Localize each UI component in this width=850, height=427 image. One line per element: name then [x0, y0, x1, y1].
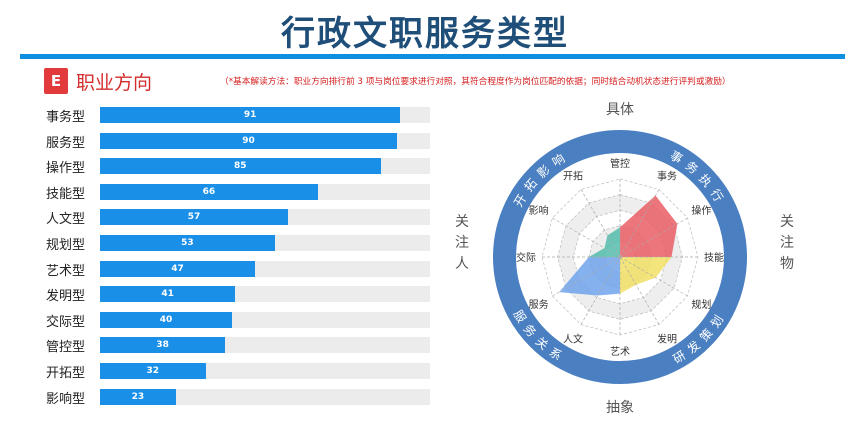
bar-track: 41 [100, 286, 430, 302]
ring-label-bottom-right: 研发策划 [671, 308, 730, 367]
bar-track: 91 [100, 107, 430, 123]
radar-axis-label: 事务 [657, 170, 677, 183]
bar-value-label: 85 [100, 158, 381, 174]
bar-row: 技能型 66 [46, 181, 432, 203]
bar-track: 90 [100, 133, 430, 149]
bar-track: 85 [100, 158, 430, 174]
bar-track: 40 [100, 312, 430, 328]
bar-value-label: 53 [100, 235, 275, 251]
radar-axis-label: 服务 [529, 298, 549, 311]
bar-row: 操作型 85 [46, 155, 432, 177]
bar-value-label: 91 [100, 107, 400, 123]
radar-axis-label: 交际 [516, 251, 536, 264]
bar-track: 66 [100, 184, 430, 200]
bar-row: 规划型 53 [46, 232, 432, 254]
bar-category-label: 艺术型 [46, 260, 102, 279]
bar-row: 管控型 38 [46, 334, 432, 356]
bar-value-label: 66 [100, 184, 318, 200]
bar-category-label: 开拓型 [46, 362, 102, 381]
bar-value-label: 57 [100, 209, 288, 225]
page-title: 行政文职服务类型 [0, 6, 850, 55]
bar-row: 交际型 40 [46, 309, 432, 331]
radar-axis-label: 技能 [704, 251, 724, 264]
bar-category-label: 服务型 [46, 132, 102, 151]
bar-value-label: 32 [100, 363, 206, 379]
bar-category-label: 规划型 [46, 234, 102, 253]
bar-value-label: 23 [100, 389, 176, 405]
bar-row: 人文型 57 [46, 206, 432, 228]
radar-axis-label: 影响 [529, 204, 549, 217]
bar-value-label: 40 [100, 312, 232, 328]
bar-row: 开拓型 32 [46, 360, 432, 382]
title-divider [20, 54, 845, 59]
section-badge: E [44, 68, 68, 94]
bar-category-label: 影响型 [46, 388, 102, 407]
orientation-top-label: 具体 [606, 102, 634, 118]
bar-value-label: 90 [100, 133, 397, 149]
bar-category-label: 技能型 [46, 183, 102, 202]
interpretation-note: （*基本解读方法：职业方向排行前 3 项与岗位要求进行对照，其符合程度作为岗位匹… [220, 74, 731, 87]
bar-row: 影响型 23 [46, 386, 432, 408]
bar-category-label: 交际型 [46, 311, 102, 330]
bar-category-label: 发明型 [46, 285, 102, 304]
bar-row: 服务型 90 [46, 130, 432, 152]
bar-category-label: 管控型 [46, 336, 102, 355]
bar-category-label: 事务型 [46, 106, 102, 125]
section-title: 职业方向 [76, 68, 152, 95]
bar-value-label: 38 [100, 337, 225, 353]
bar-track: 32 [100, 363, 430, 379]
bar-track: 57 [100, 209, 430, 225]
bar-category-label: 人文型 [46, 208, 102, 227]
ring-label-bottom-left: 服务关系 [511, 308, 570, 367]
radar-axis-label: 开拓 [563, 171, 583, 183]
radar-axis-label: 规划 [691, 298, 711, 311]
bar-row: 艺术型 47 [46, 258, 432, 280]
bar-row: 事务型 91 [46, 104, 432, 126]
bar-track: 38 [100, 337, 430, 353]
bar-row: 发明型 41 [46, 283, 432, 305]
bar-track: 53 [100, 235, 430, 251]
radar-axis-label: 操作 [691, 204, 711, 217]
bar-track: 23 [100, 389, 430, 405]
bar-track: 47 [100, 261, 430, 277]
bar-value-label: 41 [100, 286, 235, 302]
bar-category-label: 操作型 [46, 157, 102, 176]
radar-axis-label: 人文 [563, 332, 583, 345]
orientation-bottom-label: 抽象 [606, 400, 634, 416]
radar-axis-label: 管控 [610, 157, 630, 170]
radar-axis-label: 发明 [657, 332, 677, 345]
radar-axis-label: 艺术 [610, 346, 630, 358]
bar-value-label: 47 [100, 261, 255, 277]
